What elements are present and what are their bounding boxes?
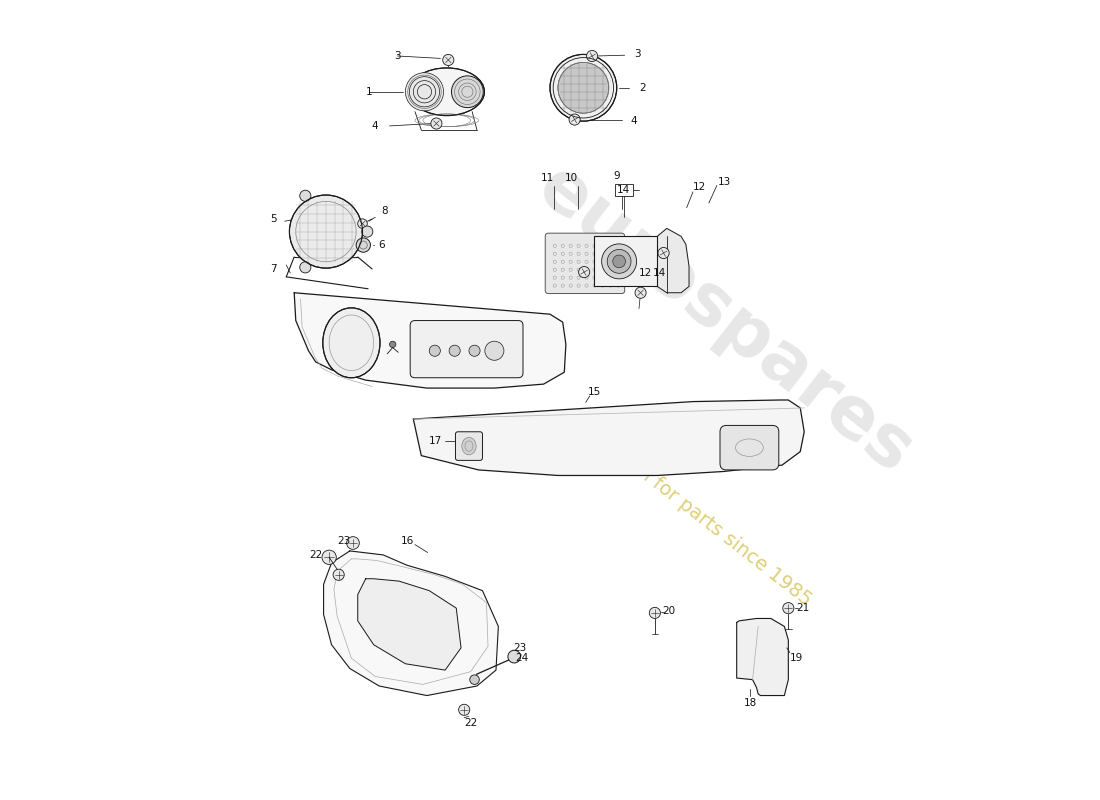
- Text: 14: 14: [617, 185, 630, 195]
- Circle shape: [322, 550, 337, 565]
- Circle shape: [586, 50, 597, 62]
- Circle shape: [289, 195, 363, 268]
- Text: 16: 16: [402, 537, 415, 546]
- Bar: [615, 184, 632, 196]
- Text: 24: 24: [516, 653, 529, 663]
- FancyBboxPatch shape: [410, 321, 522, 378]
- Circle shape: [431, 118, 442, 129]
- Circle shape: [488, 345, 501, 356]
- Text: a passion for parts since 1985: a passion for parts since 1985: [571, 413, 815, 610]
- Text: 18: 18: [744, 698, 757, 709]
- Ellipse shape: [462, 438, 476, 455]
- Circle shape: [550, 54, 617, 121]
- Circle shape: [406, 73, 443, 111]
- Text: 22: 22: [464, 718, 477, 727]
- Polygon shape: [737, 618, 789, 695]
- Circle shape: [449, 345, 460, 356]
- FancyBboxPatch shape: [455, 432, 483, 460]
- Text: 21: 21: [796, 603, 810, 613]
- Circle shape: [451, 76, 483, 108]
- Circle shape: [508, 650, 520, 663]
- Text: eurospares: eurospares: [524, 153, 926, 488]
- Circle shape: [459, 704, 470, 715]
- Polygon shape: [323, 551, 498, 695]
- Ellipse shape: [322, 308, 379, 378]
- FancyBboxPatch shape: [720, 426, 779, 470]
- Polygon shape: [358, 578, 461, 670]
- Text: 12: 12: [693, 182, 706, 192]
- Text: 4: 4: [372, 121, 378, 131]
- Circle shape: [602, 244, 637, 279]
- Circle shape: [485, 342, 504, 360]
- Text: 3: 3: [634, 49, 640, 58]
- Circle shape: [635, 287, 646, 298]
- Text: 7: 7: [271, 264, 277, 274]
- Polygon shape: [414, 400, 804, 475]
- Text: 14: 14: [653, 268, 667, 278]
- Text: 5: 5: [271, 214, 277, 224]
- Circle shape: [333, 570, 344, 580]
- Text: 3: 3: [394, 51, 400, 61]
- Circle shape: [429, 345, 440, 356]
- Text: 20: 20: [662, 606, 675, 615]
- Text: 19: 19: [790, 653, 803, 663]
- Circle shape: [362, 226, 373, 237]
- Circle shape: [469, 345, 480, 356]
- Text: 17: 17: [429, 435, 442, 446]
- Circle shape: [346, 537, 360, 550]
- Circle shape: [569, 114, 580, 125]
- Circle shape: [649, 607, 660, 618]
- Text: 11: 11: [541, 173, 554, 182]
- Text: 10: 10: [565, 173, 578, 182]
- Circle shape: [607, 250, 631, 274]
- Text: 23: 23: [514, 643, 527, 653]
- Text: 15: 15: [587, 387, 601, 397]
- Text: 8: 8: [382, 206, 388, 216]
- Text: 6: 6: [378, 240, 385, 250]
- Circle shape: [389, 342, 396, 347]
- Circle shape: [358, 219, 367, 229]
- Circle shape: [658, 247, 669, 258]
- Text: 13: 13: [718, 177, 732, 186]
- Circle shape: [613, 255, 626, 268]
- Circle shape: [356, 238, 371, 252]
- Circle shape: [558, 62, 608, 114]
- Text: 12: 12: [639, 268, 652, 278]
- Circle shape: [299, 262, 311, 273]
- Circle shape: [442, 54, 454, 66]
- Ellipse shape: [409, 68, 484, 115]
- Text: 1: 1: [365, 86, 372, 97]
- Text: 22: 22: [309, 550, 322, 560]
- Circle shape: [470, 675, 480, 685]
- Text: 9: 9: [614, 171, 620, 181]
- Polygon shape: [658, 229, 689, 293]
- Circle shape: [579, 266, 590, 278]
- Text: 4: 4: [630, 116, 637, 126]
- Text: 23: 23: [337, 537, 350, 546]
- FancyBboxPatch shape: [546, 233, 625, 294]
- FancyBboxPatch shape: [594, 236, 658, 286]
- Polygon shape: [294, 293, 565, 388]
- Text: 2: 2: [639, 82, 647, 93]
- Circle shape: [783, 602, 794, 614]
- Circle shape: [299, 190, 311, 202]
